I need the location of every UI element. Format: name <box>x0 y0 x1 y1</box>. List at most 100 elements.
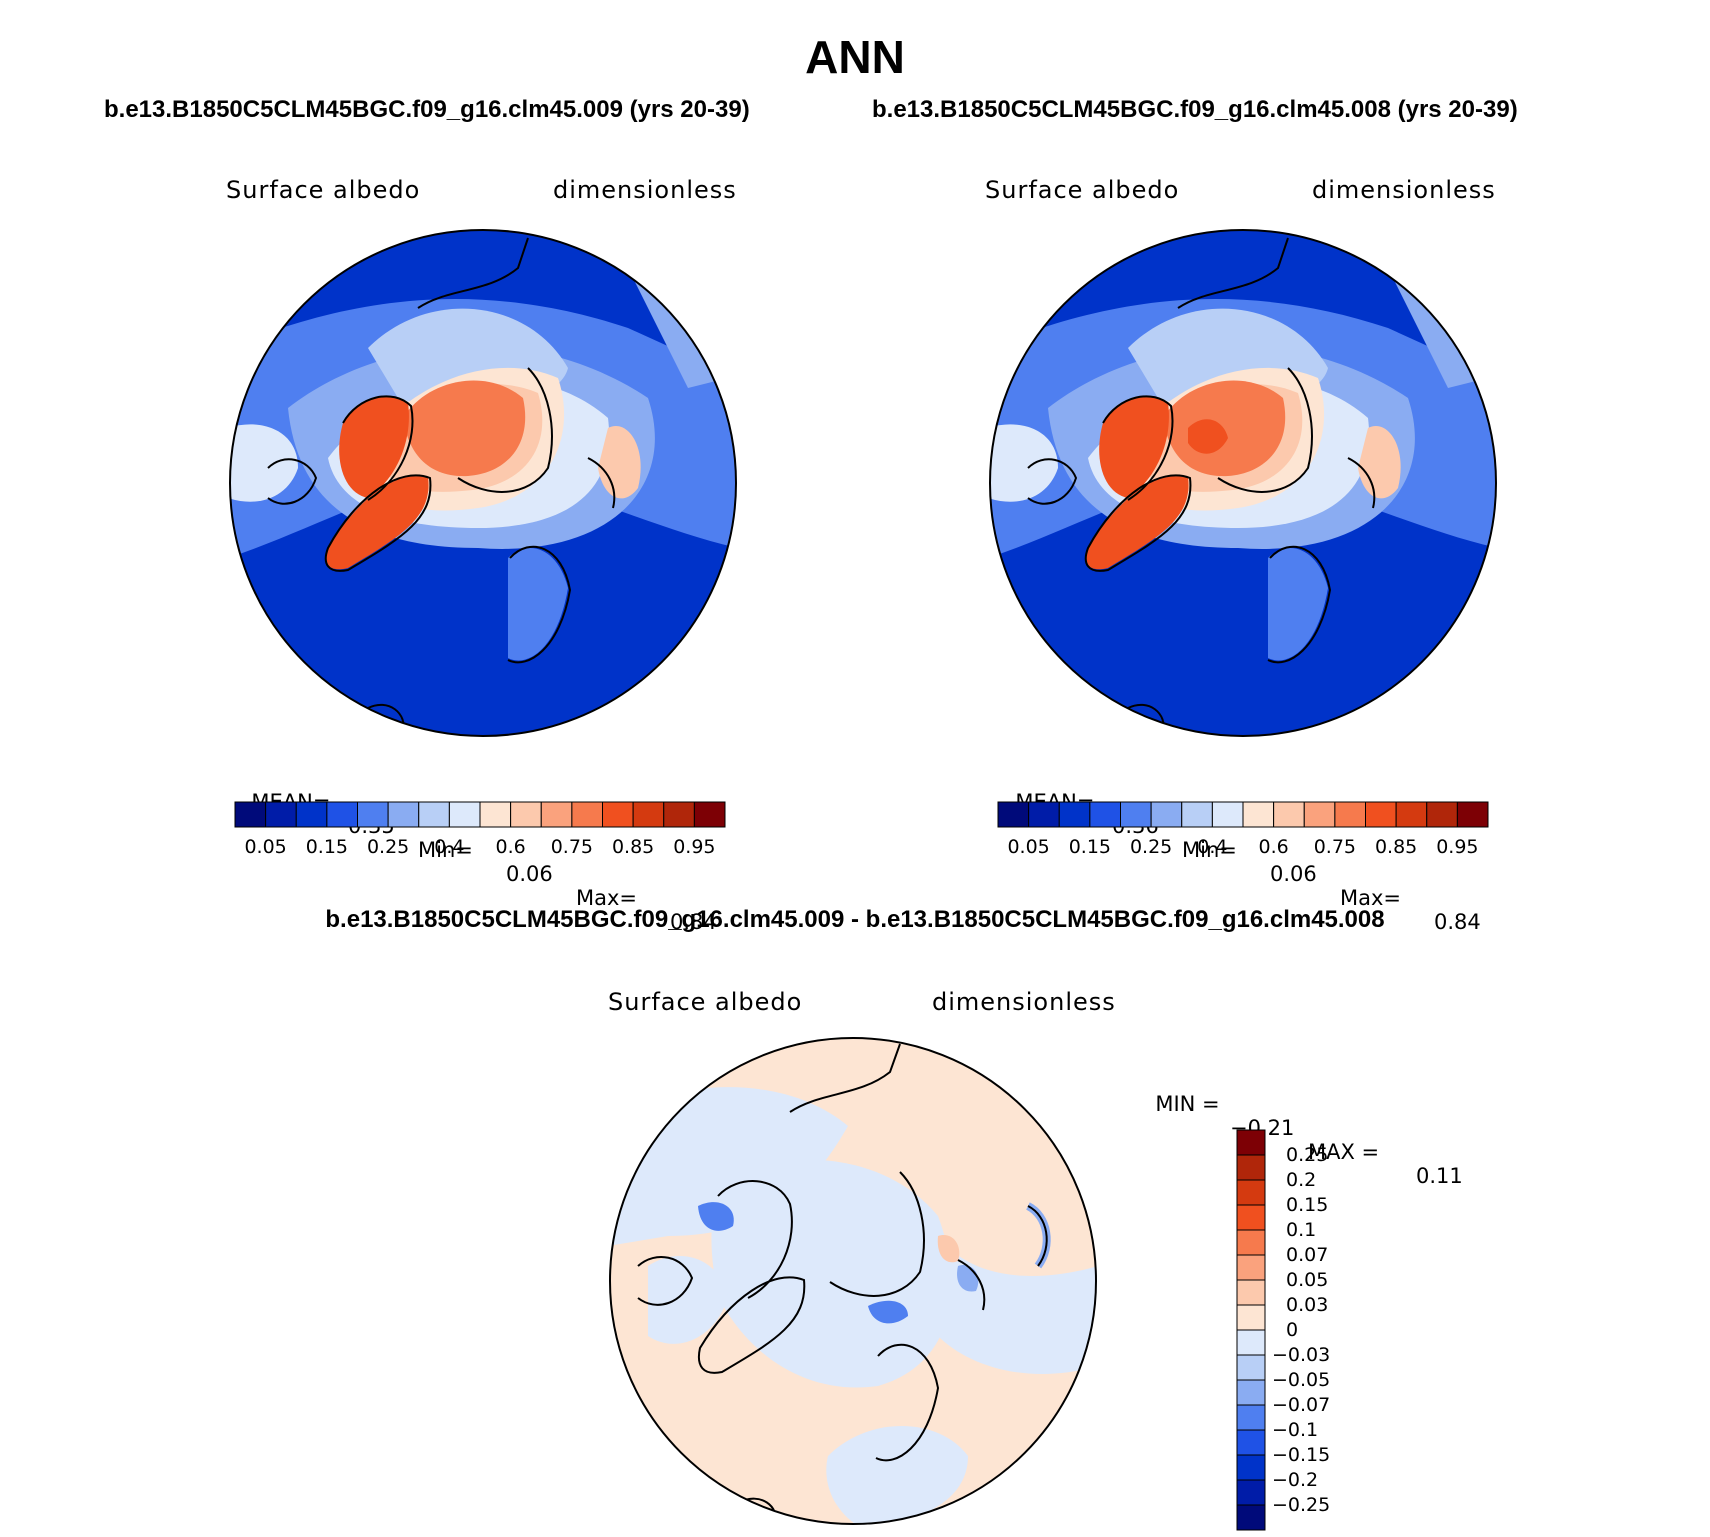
left-colorbar-swatch <box>632 801 665 828</box>
left-colorbar-tick-label: 0.05 <box>244 836 287 858</box>
left-min-value: 0.06 <box>506 862 553 886</box>
right-colorbar-swatch <box>1273 801 1305 828</box>
right-case-title: b.e13.B1850C5CLM45BGC.f09_g16.clm45.008 … <box>872 96 1518 123</box>
right-colorbar-swatch <box>1181 801 1213 828</box>
right-colorbar-swatch <box>1303 801 1336 828</box>
diff-colorbar-swatch <box>1236 1329 1266 1356</box>
left-colorbar-tick-label: 0.4 <box>434 836 465 858</box>
right-colorbar-tick-label: 0.25 <box>1129 836 1173 858</box>
left-colorbar-swatch <box>510 801 542 828</box>
right-colorbar-swatch <box>1365 801 1397 828</box>
right-colorbar-tick-label: 0.75 <box>1313 836 1357 858</box>
diff-colorbar-swatch <box>1236 1254 1266 1281</box>
right-colorbar-swatch <box>1058 801 1091 828</box>
right-colorbar-labels: 0.05 0.15 0.25 0.4 0.6 0.75 0.85 0.95 <box>998 836 1488 862</box>
left-colorbar-swatch <box>265 801 297 828</box>
diff-colorbar-labels: 0.25 0.2 0.15 0.1 0.07 0.05 0.03 0 −0.03 −0.05 −0.… <box>1272 1130 1372 1530</box>
diff-max-label: MAX = <box>1308 1140 1380 1164</box>
diff-colorbar-swatch <box>1236 1379 1266 1406</box>
diff-colorbar-swatch <box>1236 1129 1266 1156</box>
main-title: ANN <box>805 31 905 83</box>
diff-max-value: 0.11 <box>1416 1164 1463 1188</box>
diff-colorbar-swatch <box>1236 1204 1266 1231</box>
right-colorbar-swatch <box>1120 801 1152 828</box>
diff-colorbar-tick-label: 0.2 <box>1286 1169 1317 1191</box>
diff-colorbar-tick-label: −0.1 <box>1272 1419 1319 1441</box>
left-min-label: Min= <box>418 838 473 862</box>
diff-colorbar-tick-label: −0.25 <box>1272 1494 1331 1516</box>
left-colorbar-swatch <box>571 801 603 828</box>
left-variable-label: Surface albedo <box>226 176 421 204</box>
left-colorbar-swatch <box>479 801 512 828</box>
diff-colorbar-swatch <box>1236 1304 1266 1331</box>
right-units-label: dimensionless <box>1312 176 1496 204</box>
diff-colorbar-tick-label: 0 <box>1286 1319 1299 1341</box>
right-polar-map <box>989 229 1497 737</box>
diff-colorbar-tick-label: 0.05 <box>1286 1269 1329 1291</box>
diff-colorbar-swatch <box>1236 1179 1266 1206</box>
diff-units-label: dimensionless <box>932 988 1116 1016</box>
diff-colorbar-tick-label: 0.1 <box>1286 1219 1317 1241</box>
right-colorbar-tick-label: 0.85 <box>1374 836 1418 858</box>
diff-colorbar-swatch <box>1236 1479 1266 1506</box>
right-colorbar-tick-label: 0.6 <box>1258 836 1289 858</box>
diff-colorbar-tick-label: −0.03 <box>1272 1344 1331 1366</box>
left-colorbar-swatch <box>234 801 267 828</box>
left-colorbar-swatch <box>602 801 634 828</box>
diff-polar-map <box>609 1037 1097 1525</box>
left-colorbar-tick-label: 0.6 <box>495 836 526 858</box>
diff-colorbar-swatch <box>1236 1454 1266 1481</box>
diff-colorbar-tick-label: 0.15 <box>1286 1194 1329 1216</box>
diff-colorbar <box>1236 1129 1266 1531</box>
left-colorbar-swatch <box>663 801 695 828</box>
right-colorbar-swatch <box>1456 801 1489 828</box>
diff-colorbar-tick-label: 0.25 <box>1286 1144 1329 1166</box>
diff-title: b.e13.B1850C5CLM45BGC.f09_g16.clm45.009 … <box>325 906 1385 933</box>
left-colorbar-swatch <box>448 801 481 828</box>
left-colorbar-swatch <box>357 801 389 828</box>
left-colorbar-tick-label: 0.15 <box>305 836 349 858</box>
diff-minmax: MIN = −0.21 MAX = 0.11 <box>1142 1068 1462 1188</box>
right-colorbar-swatch <box>1028 801 1060 828</box>
right-colorbar-tick-label: 0.15 <box>1068 836 1112 858</box>
right-colorbar <box>997 801 1489 828</box>
diff-colorbar-tick-label: 0.03 <box>1286 1294 1329 1316</box>
left-colorbar-swatch <box>326 801 358 828</box>
right-colorbar-swatch <box>1089 801 1121 828</box>
left-colorbar-swatch <box>693 801 726 828</box>
right-colorbar-swatch <box>1395 801 1428 828</box>
left-colorbar-tick-label: 0.25 <box>366 836 410 858</box>
diff-colorbar-swatch <box>1236 1279 1266 1306</box>
diff-colorbar-tick-label: −0.2 <box>1272 1469 1319 1491</box>
right-colorbar-swatch <box>1242 801 1275 828</box>
diff-colorbar-tick-label: −0.15 <box>1272 1444 1331 1466</box>
diff-colorbar-tick-label: 0.07 <box>1286 1244 1329 1266</box>
right-min-value: 0.06 <box>1270 862 1317 886</box>
right-colorbar-tick-label: 0.4 <box>1197 836 1228 858</box>
right-colorbar-swatch <box>1426 801 1458 828</box>
diff-min-label: MIN = <box>1155 1092 1220 1116</box>
left-colorbar <box>234 801 726 828</box>
right-colorbar-swatch <box>1211 801 1244 828</box>
left-max-label: Max= <box>576 886 638 910</box>
right-max-value: 0.84 <box>1434 910 1481 934</box>
diff-colorbar-swatch <box>1236 1404 1266 1431</box>
diff-colorbar-swatch <box>1236 1354 1266 1381</box>
right-max-label: Max= <box>1340 886 1402 910</box>
diff-colorbar-swatch <box>1236 1229 1266 1256</box>
right-colorbar-swatch <box>997 801 1030 828</box>
left-colorbar-swatch <box>295 801 328 828</box>
left-colorbar-tick-label: 0.95 <box>673 836 716 858</box>
diff-colorbar-swatch <box>1236 1429 1266 1456</box>
diff-colorbar-tick-label: −0.05 <box>1272 1369 1331 1391</box>
diff-colorbar-swatch <box>1236 1504 1266 1531</box>
left-colorbar-swatch <box>540 801 573 828</box>
left-colorbar-tick-label: 0.75 <box>550 836 594 858</box>
left-case-title: b.e13.B1850C5CLM45BGC.f09_g16.clm45.009 … <box>104 96 750 123</box>
left-units-label: dimensionless <box>553 176 737 204</box>
right-variable-label: Surface albedo <box>985 176 1180 204</box>
left-colorbar-labels: 0.05 0.15 0.25 0.4 0.6 0.75 0.85 0.95 <box>235 836 725 862</box>
left-polar-map <box>229 229 737 737</box>
right-colorbar-swatch <box>1150 801 1183 828</box>
diff-colorbar-swatch <box>1236 1154 1266 1181</box>
